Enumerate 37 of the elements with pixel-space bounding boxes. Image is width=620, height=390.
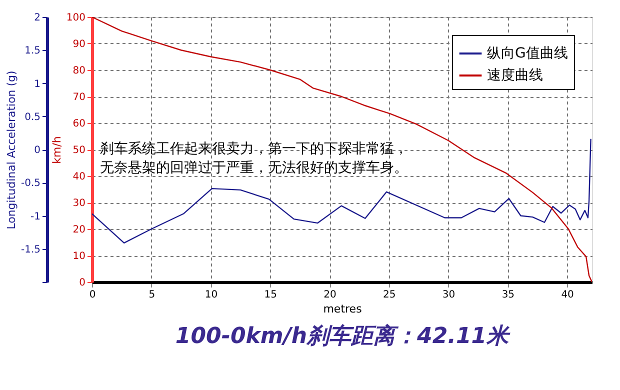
- x-tick-label: 5: [148, 290, 156, 300]
- y2-tick-label: 2: [34, 12, 40, 24]
- y-tick-label: 70: [72, 92, 86, 103]
- y-axis-title: km/h: [50, 136, 64, 164]
- y2-axis-title: Longitudinal Acceleration (g): [4, 70, 18, 230]
- y2-tick-label: -1.5: [20, 244, 40, 256]
- y-tick-label: 60: [72, 118, 86, 130]
- y-tick-label: 0: [79, 278, 86, 288]
- line-series: [92, 138, 592, 244]
- x-axis-title: metres: [323, 302, 362, 316]
- legend-label: 纵向G值曲线: [487, 46, 568, 62]
- y2-tick-label: 0: [34, 145, 40, 156]
- y-tick-label: 40: [72, 172, 86, 182]
- x-tick-label: 20: [324, 290, 336, 300]
- annotation: 刹车系统工作起来很卖力，第一下的下探非常猛，无奈悬架的回弹过于严重，无法很好的支撑车身。: [100, 141, 408, 176]
- x-tick-label: 0: [89, 290, 96, 300]
- x-tick-label: 30: [442, 290, 456, 300]
- y-tick-label: 80: [72, 66, 86, 76]
- x-tick-label: 40: [561, 290, 574, 300]
- y-tick-label: 30: [72, 198, 86, 209]
- x-tick-label: 35: [502, 290, 515, 300]
- x-tick-label: 25: [383, 290, 396, 300]
- y2-tick-label: 1: [34, 78, 40, 90]
- y2-tick-label: 0.5: [24, 112, 40, 123]
- y-tick-label: 20: [72, 224, 86, 236]
- y2-tick-label: -1: [30, 211, 40, 222]
- text: 100-0km/h刹车距离：42.11米: [175, 323, 511, 349]
- legend-label: 速度曲线: [487, 68, 543, 84]
- y-tick-label: 10: [72, 251, 86, 262]
- y2-tick-label: -0.5: [20, 178, 40, 190]
- y2-tick-label: 1.5: [24, 46, 40, 57]
- x-tick-label: 10: [204, 290, 218, 300]
- y-tick-label: 50: [72, 145, 86, 156]
- y-tick-label: 100: [66, 12, 86, 24]
- y-tick-label: 90: [72, 39, 86, 50]
- x-tick-label: 15: [264, 290, 278, 300]
- line-series: [92, 17, 592, 282]
